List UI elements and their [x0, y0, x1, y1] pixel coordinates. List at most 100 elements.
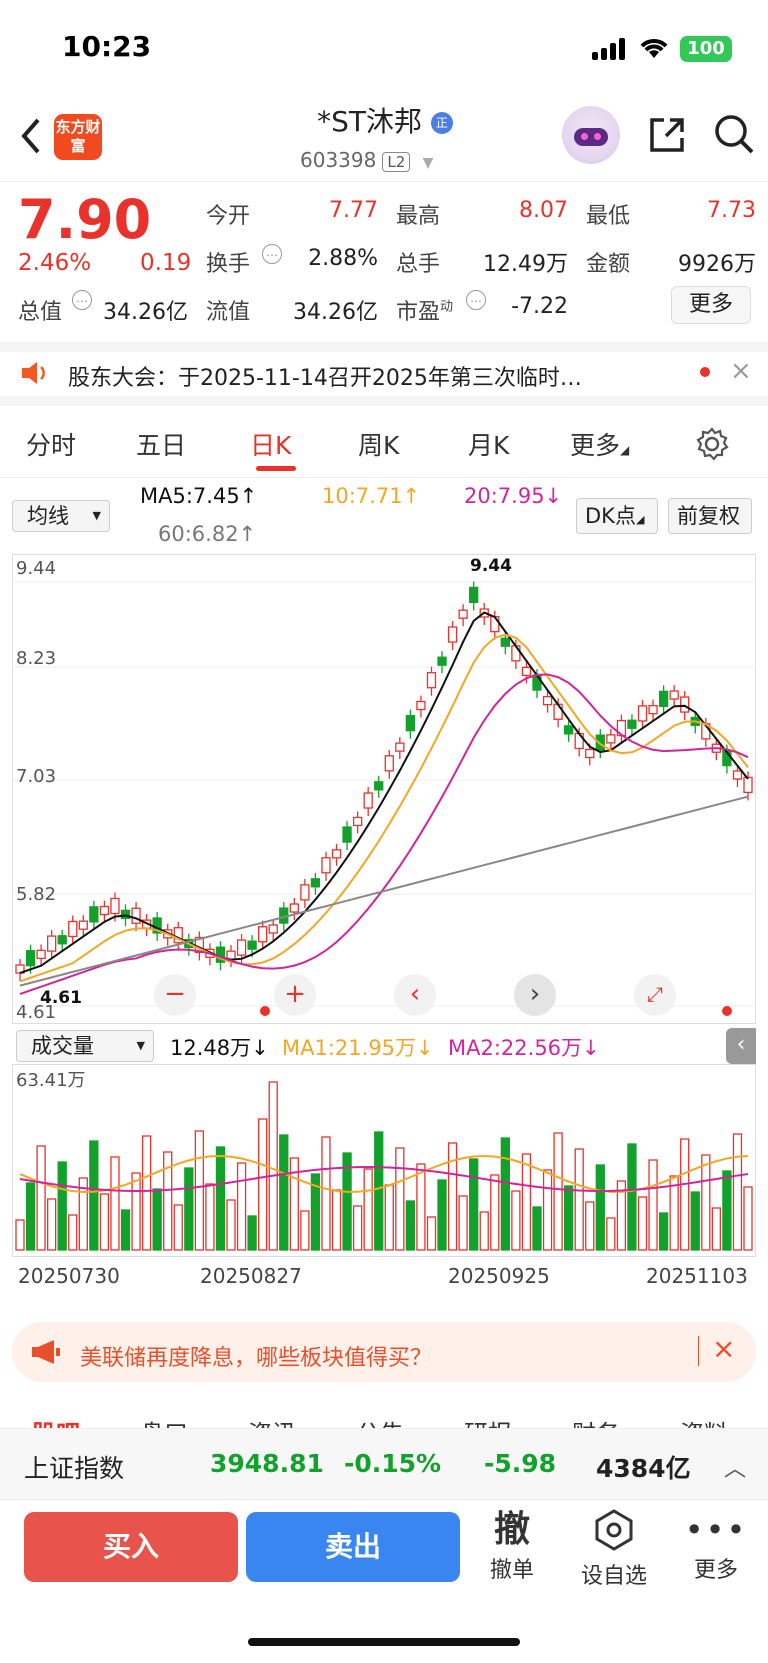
candlestick	[68, 920, 78, 938]
candlestick	[490, 615, 500, 633]
subtab-guba[interactable]: 股吧	[32, 1414, 80, 1428]
subtab-gonggao[interactable]: 公告	[356, 1414, 404, 1428]
search-icon[interactable]	[712, 112, 756, 156]
volume-bar	[247, 1215, 257, 1251]
more-button[interactable]: ••• 更多	[676, 1508, 756, 1584]
chevron-down-icon: ▼	[92, 509, 101, 522]
kline-chart[interactable]	[12, 554, 756, 1024]
tab-wuri[interactable]: 五日	[136, 431, 187, 460]
candlestick	[374, 781, 384, 791]
ma-selector-label: 均线	[27, 504, 69, 528]
candlestick	[310, 878, 321, 888]
share-icon[interactable]	[646, 114, 688, 156]
index-change: -5.98	[484, 1449, 557, 1478]
app-logo[interactable]: 东方财富	[54, 114, 102, 160]
candlestick	[606, 734, 616, 744]
candlestick	[585, 748, 595, 759]
info-icon[interactable]: …	[262, 244, 282, 264]
sell-button[interactable]: 卖出	[246, 1512, 460, 1582]
active-tab-indicator	[256, 466, 296, 471]
tab-zhouk[interactable]: 周K	[358, 431, 400, 460]
tab-more[interactable]: 更多◢	[570, 426, 629, 462]
volume-selector[interactable]: 成交量 ▼	[16, 1030, 154, 1062]
ma60-line	[19, 795, 749, 987]
ma10-label: 10:7.71↑	[322, 484, 421, 508]
dk-point-selector[interactable]: DK点◢	[576, 498, 658, 534]
volume-bar	[68, 1214, 78, 1251]
volume-bar	[15, 1219, 25, 1251]
subtab-caiwu[interactable]: 财务	[572, 1414, 620, 1428]
index-bar[interactable]: 上证指数 3948.81 -0.15% -5.98 4384亿 ︿	[0, 1428, 768, 1500]
news-banner[interactable]	[12, 1322, 756, 1382]
ma-selector[interactable]: 均线 ▼	[12, 500, 110, 532]
volume-max-label: 63.41万	[16, 1070, 86, 1091]
assistant-robot-icon[interactable]	[562, 106, 620, 164]
notice-bar[interactable]	[0, 342, 768, 406]
kline-chart-frame[interactable]	[12, 554, 756, 1024]
notice-text[interactable]: 股东大会：于2025-11-14召开2025年第三次临时…	[68, 366, 582, 391]
volume-bar	[331, 1189, 342, 1251]
volume-bar	[447, 1142, 458, 1251]
buy-button[interactable]: 买入	[24, 1512, 238, 1582]
banner-text[interactable]: 美联储再度降息，哪些板块值得买？	[80, 1346, 433, 1371]
zoom-out-button[interactable]: −	[154, 974, 196, 1016]
cancel-order-button[interactable]: 撤 撤单	[472, 1508, 552, 1584]
candlestick	[89, 906, 99, 923]
ma20-line	[19, 673, 749, 995]
volume-bar	[236, 1162, 247, 1251]
volume-bar	[321, 1136, 331, 1251]
candlestick	[416, 700, 426, 711]
subtab-ziliao[interactable]: 资料	[680, 1414, 728, 1428]
volume-bar	[258, 1118, 268, 1251]
last-price: 7.90	[18, 188, 152, 251]
min-price-label: 4.61	[40, 988, 82, 1008]
tab-rik[interactable]: 日K	[250, 431, 292, 460]
chevron-up-icon[interactable]: ︿	[724, 1457, 747, 1482]
subtab-zixun[interactable]: 资讯	[248, 1414, 296, 1428]
candlestick	[395, 742, 405, 752]
settings-gear-icon[interactable]	[694, 426, 730, 462]
volume-bar	[574, 1148, 584, 1251]
dk-point-label: DK点	[585, 504, 636, 528]
volume-bar	[342, 1152, 352, 1251]
info-icon[interactable]: …	[466, 290, 486, 310]
scroll-left-button[interactable]: ‹	[394, 974, 436, 1016]
fullscreen-icon[interactable]: ⤢	[634, 974, 676, 1016]
candlestick	[342, 826, 352, 843]
volume-chart-frame	[12, 1064, 756, 1257]
candlestick	[532, 674, 542, 691]
volume-chart[interactable]	[12, 1064, 756, 1257]
scroll-right-button[interactable]: ›	[514, 974, 556, 1016]
max-price-label: 9.44	[470, 556, 512, 576]
volume-bar	[437, 1179, 447, 1251]
tab-yuek[interactable]: 月K	[468, 431, 510, 460]
subtab-pankou[interactable]: 盘口	[140, 1414, 188, 1428]
corner-triangle-icon: ◢	[635, 513, 645, 526]
volume-bar	[637, 1196, 648, 1251]
stock-code[interactable]: 603398 L2 ▼	[300, 148, 433, 172]
candlestick	[500, 637, 510, 647]
collapse-panel-button[interactable]: ‹	[726, 1028, 756, 1064]
mktcap-value: 34.26亿	[103, 300, 188, 325]
close-icon[interactable]: ×	[712, 1332, 736, 1365]
info-icon[interactable]: …	[72, 290, 92, 310]
candlestick	[648, 705, 658, 715]
tab-fenshi[interactable]: 分时	[26, 431, 77, 460]
quote-more-button[interactable]: 更多	[671, 286, 751, 324]
chevron-down-icon: ▼	[422, 155, 434, 171]
candlestick	[47, 935, 57, 952]
add-watchlist-button[interactable]: 设自选	[574, 1508, 654, 1590]
subtab-yanbao[interactable]: 研报	[464, 1414, 512, 1428]
ma60-label: 60:6.82↑	[158, 522, 257, 546]
zoom-in-button[interactable]: +	[274, 974, 316, 1016]
close-icon[interactable]: ×	[730, 356, 752, 386]
candlestick	[352, 816, 363, 827]
volume-bar	[173, 1204, 183, 1251]
adjust-selector[interactable]: 前复权	[668, 498, 752, 534]
turnover-value: 2.88%	[308, 246, 378, 271]
hexagon-settings-icon	[595, 1509, 633, 1551]
candlestick	[99, 905, 110, 916]
back-icon[interactable]	[18, 116, 44, 156]
volume-bar	[648, 1159, 658, 1251]
ma10-line	[19, 633, 749, 983]
